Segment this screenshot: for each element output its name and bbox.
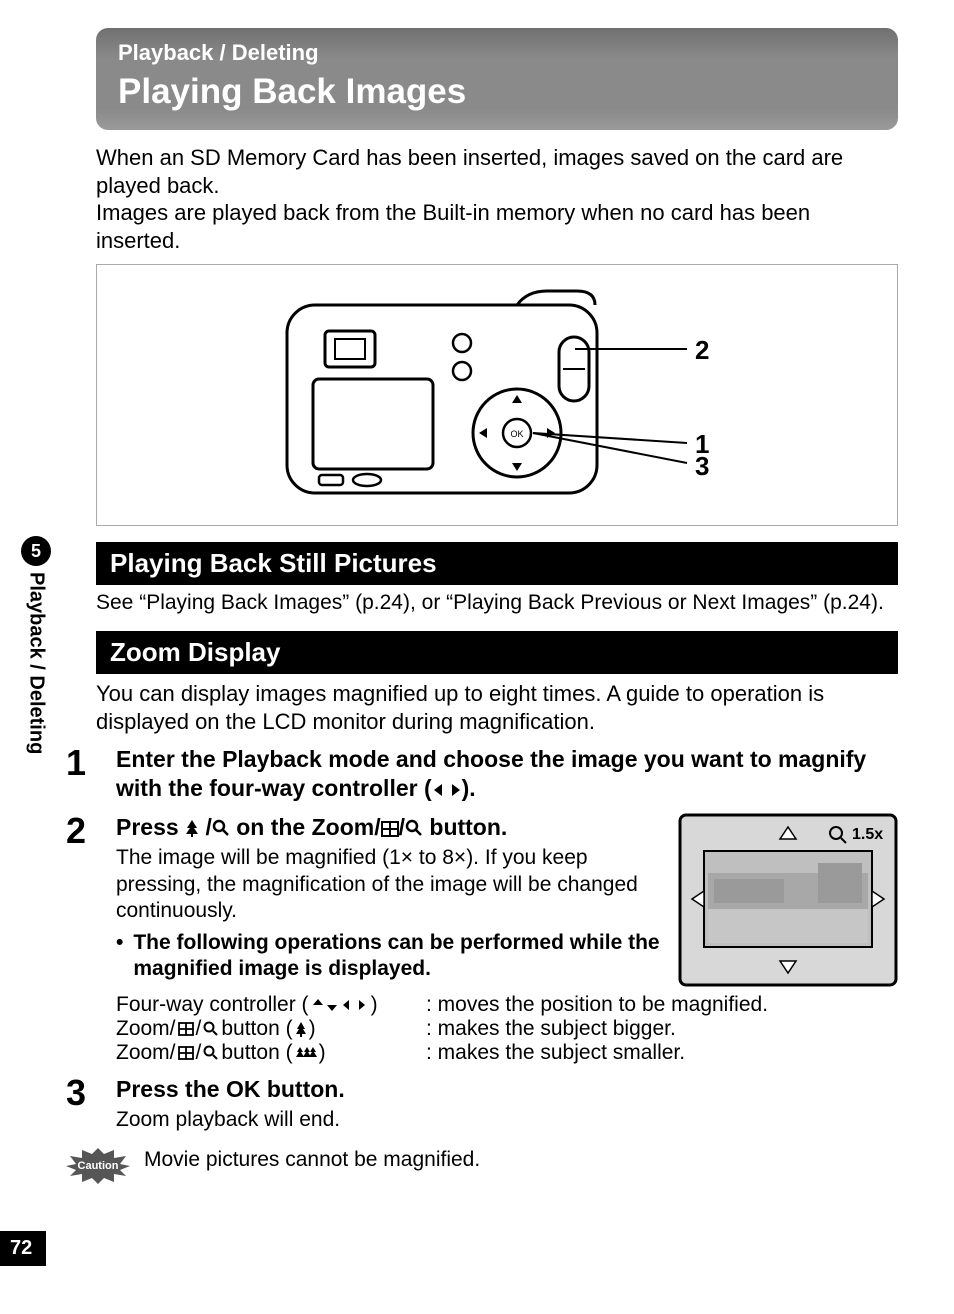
- magnify-icon: [212, 819, 230, 837]
- step-2-number: 2: [66, 813, 116, 849]
- op-row-1: Four-way controller () : moves the posit…: [116, 993, 898, 1017]
- caution-label: Caution: [78, 1160, 119, 1172]
- bullet-dot: •: [116, 930, 123, 983]
- four-way-arrows-icon: [311, 998, 369, 1012]
- see-reference: See “Playing Back Images” (p.24), or “Pl…: [96, 591, 898, 615]
- step-3-number: 3: [66, 1075, 116, 1111]
- section-bar-zoom-display: Zoom Display: [96, 631, 898, 674]
- op2-label-a: Zoom/: [116, 1017, 176, 1041]
- section-bar-playing-back-still: Playing Back Still Pictures: [96, 542, 898, 585]
- op2-desc: : makes the subject bigger.: [426, 1017, 898, 1041]
- step-1-title-b: ).: [462, 775, 476, 801]
- magnify-icon-3: [203, 1021, 219, 1037]
- slash: /: [199, 814, 212, 840]
- manual-page: 5 Playback / Deleting 72 Playback / Dele…: [0, 0, 954, 1314]
- lcd-zoom-text: 1.5x: [852, 826, 883, 843]
- op3-label-c: ): [319, 1041, 326, 1065]
- camera-diagram-box: OK 2 1 3: [96, 264, 898, 526]
- caution-text: Movie pictures cannot be magnified.: [144, 1148, 480, 1172]
- left-right-arrow-icon: [432, 782, 462, 798]
- chapter-label: Playback / Deleting: [25, 572, 48, 754]
- trees-three-icon: [295, 1045, 317, 1061]
- tree-icon: [185, 819, 199, 837]
- side-tab: 5 Playback / Deleting: [14, 536, 58, 754]
- step-2-bullet: • The following operations can be perfor…: [116, 930, 660, 983]
- title-banner: Playback / Deleting Playing Back Images: [96, 28, 898, 130]
- step-2-title-c: button.: [423, 814, 507, 840]
- op3-label-b: button (: [221, 1041, 292, 1065]
- op1-label-b: ): [371, 993, 378, 1017]
- step-2: 2 Press / on the Zoom/ / button. The imag…: [66, 813, 898, 1065]
- slash3: /: [196, 1017, 202, 1041]
- step-2-title: Press / on the Zoom// button.: [116, 813, 660, 842]
- step-3-text: Zoom playback will end.: [116, 1107, 898, 1133]
- op1-label-a: Four-way controller (: [116, 993, 309, 1017]
- op-row-3: Zoom/ / button () : makes the subject sma…: [116, 1041, 898, 1065]
- chapter-number-badge: 5: [21, 536, 51, 566]
- step-3-title: Press the OK button.: [116, 1075, 898, 1104]
- step-2-text: The image will be magnified (1× to 8×). …: [116, 845, 660, 924]
- op1-desc: : moves the position to be magnified.: [426, 993, 898, 1017]
- page-number: 72: [0, 1231, 46, 1266]
- op2-label-c: ): [309, 1017, 316, 1041]
- magnify-icon-2: [405, 819, 423, 837]
- callout-2: 2: [695, 335, 709, 366]
- caution-badge: Caution: [66, 1148, 130, 1184]
- op3-desc: : makes the subject smaller.: [426, 1041, 898, 1065]
- breadcrumb: Playback / Deleting: [118, 40, 876, 66]
- lcd-zoom-illustration: 1.5x: [678, 813, 898, 989]
- camera-diagram: OK 2 1 3: [217, 283, 777, 507]
- op3-label-a: Zoom/: [116, 1041, 176, 1065]
- step-1-title: Enter the Playback mode and choose the i…: [116, 745, 898, 803]
- op2-label-b: button (: [221, 1017, 292, 1041]
- step-2-bullet-text: The following operations can be performe…: [133, 930, 660, 983]
- step-1-title-a: Enter the Playback mode and choose the i…: [116, 746, 866, 801]
- steps: 1 Enter the Playback mode and choose the…: [66, 745, 898, 1134]
- step-1-number: 1: [66, 745, 116, 781]
- step-2-title-a: Press: [116, 814, 185, 840]
- camera-illustration-svg: OK: [217, 283, 777, 507]
- slash4: /: [196, 1041, 202, 1065]
- callout-3: 3: [695, 451, 709, 482]
- caution-row: Caution Movie pictures cannot be magnifi…: [66, 1148, 898, 1184]
- page-title: Playing Back Images: [118, 72, 876, 112]
- step-2-title-b: on the Zoom/: [230, 814, 381, 840]
- zoom-intro: You can display images magnified up to e…: [96, 680, 898, 735]
- thumbnail-grid-icon: [381, 821, 399, 837]
- thumbnail-grid-icon-2: [178, 1022, 194, 1036]
- op-row-2: Zoom/ / button ( ) : makes the subject bi…: [116, 1017, 898, 1041]
- thumbnail-grid-icon-3: [178, 1046, 194, 1060]
- svg-text:OK: OK: [510, 429, 523, 439]
- magnify-icon-4: [203, 1045, 219, 1061]
- operations-table: Four-way controller () : moves the posit…: [116, 993, 898, 1065]
- tree-single-icon: [295, 1021, 307, 1037]
- step-1: 1 Enter the Playback mode and choose the…: [66, 745, 898, 803]
- step-3: 3 Press the OK button. Zoom playback wil…: [66, 1075, 898, 1134]
- intro-text: When an SD Memory Card has been inserted…: [96, 144, 898, 254]
